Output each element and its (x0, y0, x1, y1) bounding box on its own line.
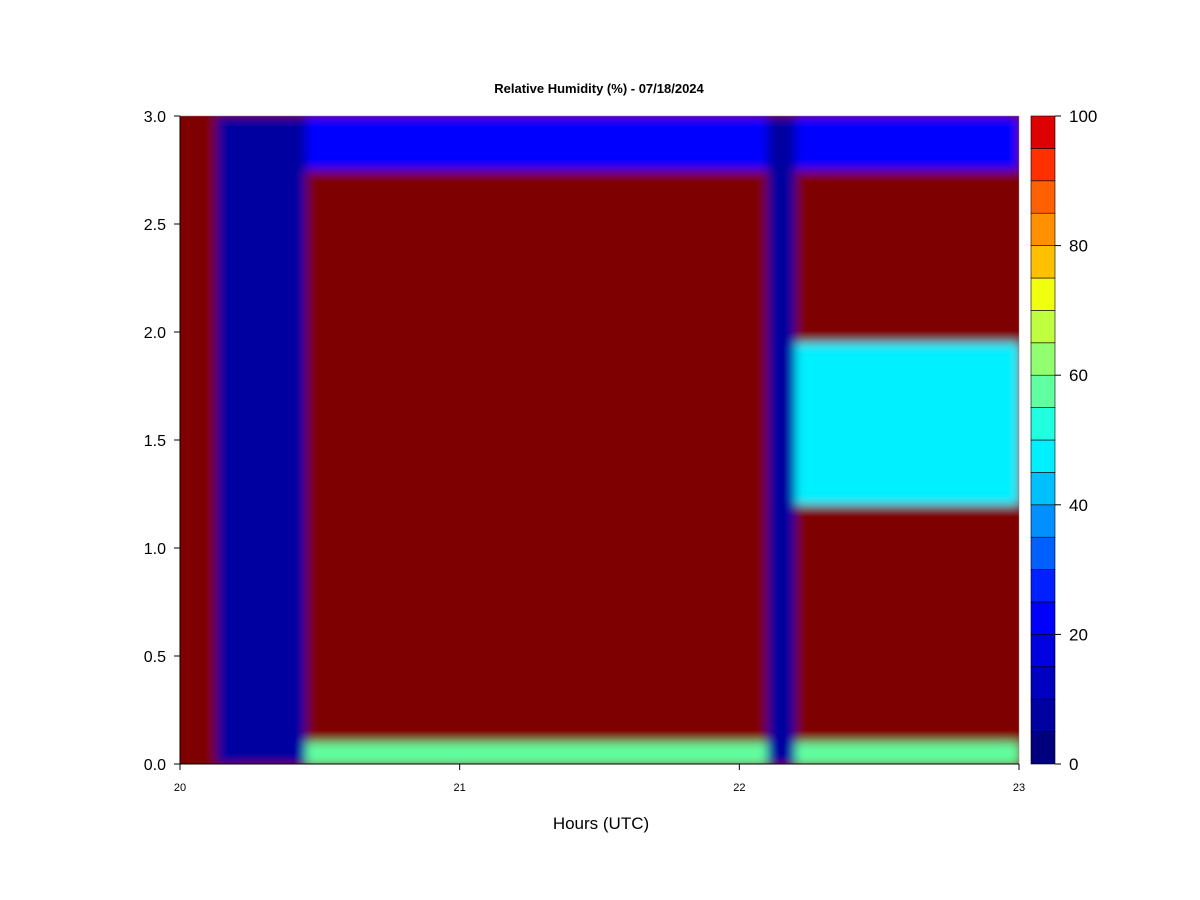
x-tick-label: 20 (174, 782, 186, 794)
y-tick-label: 2.5 (144, 217, 166, 234)
chart-title: Relative Humidity (%) - 07/18/2024 (494, 81, 704, 96)
colorbar-segment (1030, 439, 1056, 473)
x-tick-label: 21 (454, 782, 466, 794)
colorbar-segment (1030, 180, 1056, 214)
field-dry-column (767, 116, 796, 764)
colorbar-segment (1030, 601, 1056, 635)
colorbar-segment (1030, 212, 1056, 246)
colorbar-segment (1030, 310, 1056, 344)
colorbar-segment (1030, 472, 1056, 506)
colorbar-segment (1030, 634, 1056, 668)
colorbar-tick-label: 40 (1069, 496, 1088, 515)
y-axis: 0.0 0.5 1.0 1.5 2.0 2.5 3.0 (144, 109, 181, 774)
field-upper-dry-layer (305, 116, 1019, 170)
x-tick-label: 22 (733, 782, 745, 794)
y-tick-label: 0.5 (144, 649, 166, 666)
colorbar-tick-label: 80 (1069, 237, 1088, 256)
humidity-field (180, 116, 1019, 764)
y-tick-label: 3.0 (144, 109, 166, 126)
colorbar-segment (1030, 731, 1056, 765)
field-mid-level-dry-pocket (795, 342, 1019, 505)
colorbar-segment (1030, 698, 1056, 732)
colorbar-tick-label: 100 (1069, 107, 1097, 126)
colorbar-tick-label: 0 (1069, 755, 1078, 774)
y-tick-label: 1.0 (144, 541, 166, 558)
x-axis-label: Hours (UTC) (553, 814, 649, 833)
plot-area (180, 116, 1019, 764)
colorbar-segment (1030, 277, 1056, 311)
colorbar: 0 20 40 60 80 100 (1030, 107, 1097, 774)
colorbar-tick-label: 20 (1069, 625, 1088, 644)
colorbar-segment (1030, 407, 1056, 441)
colorbar-segment (1030, 504, 1056, 538)
colorbar-segment (1030, 148, 1056, 182)
colorbar-segment (1030, 569, 1056, 603)
field-dry-column (216, 116, 306, 764)
colorbar-segment (1030, 245, 1056, 279)
colorbar-segment (1030, 342, 1056, 376)
x-tick-label: 23 (1013, 782, 1025, 794)
field-near-surface-layer (305, 742, 1019, 764)
colorbar-segment (1030, 666, 1056, 700)
y-tick-label: 2.0 (144, 325, 166, 342)
y-tick-label: 0.0 (144, 757, 166, 774)
y-tick-label: 1.5 (144, 433, 166, 450)
colorbar-tick-label: 60 (1069, 366, 1088, 385)
colorbar-segment (1030, 115, 1056, 149)
colorbar-segment (1030, 536, 1056, 570)
colorbar-segment (1030, 374, 1056, 408)
x-axis: 20 21 22 23 (174, 763, 1025, 794)
